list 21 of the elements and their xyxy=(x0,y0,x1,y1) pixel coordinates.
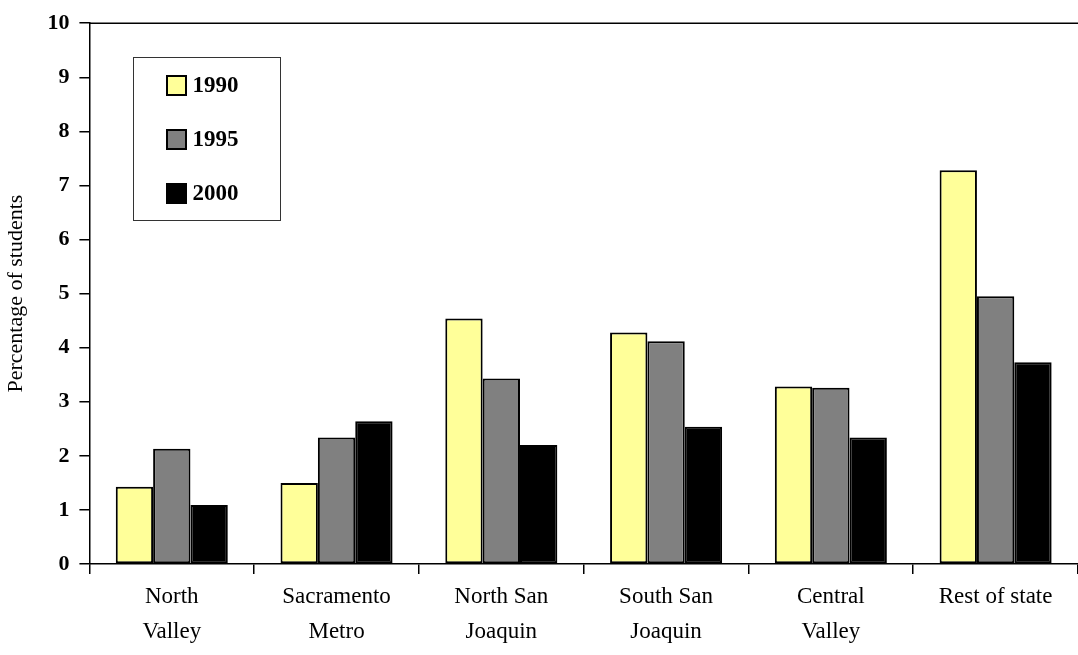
y-tick-label: 10 xyxy=(47,8,70,34)
y-tick-label: 8 xyxy=(58,117,70,143)
x-tick-label: North San Joaquin xyxy=(454,583,549,643)
y-tick-label: 3 xyxy=(58,387,70,413)
y-tick-label: 2 xyxy=(58,441,70,467)
x-tick-label: Central Valley xyxy=(797,583,865,643)
y-tick-label: 4 xyxy=(58,333,70,359)
y-axis-title: Percentage of students xyxy=(1,194,27,393)
x-tick-label: South San Joaquin xyxy=(619,583,714,643)
x-tick-label: North Valley xyxy=(142,583,202,643)
y-tick-label: 6 xyxy=(58,225,70,251)
legend-label: 1990 xyxy=(192,72,239,99)
x-tick-label: Sacramento Metro xyxy=(282,583,391,643)
y-tick-label: 9 xyxy=(58,62,70,88)
legend-label: 1995 xyxy=(192,126,239,153)
y-tick-label: 5 xyxy=(58,279,70,305)
legend-label: 2000 xyxy=(192,180,239,207)
x-tick-label: Rest of state xyxy=(938,583,1053,609)
y-tick-label: 7 xyxy=(58,171,70,197)
y-tick-label: 0 xyxy=(58,549,70,575)
y-tick-label: 1 xyxy=(58,495,70,521)
